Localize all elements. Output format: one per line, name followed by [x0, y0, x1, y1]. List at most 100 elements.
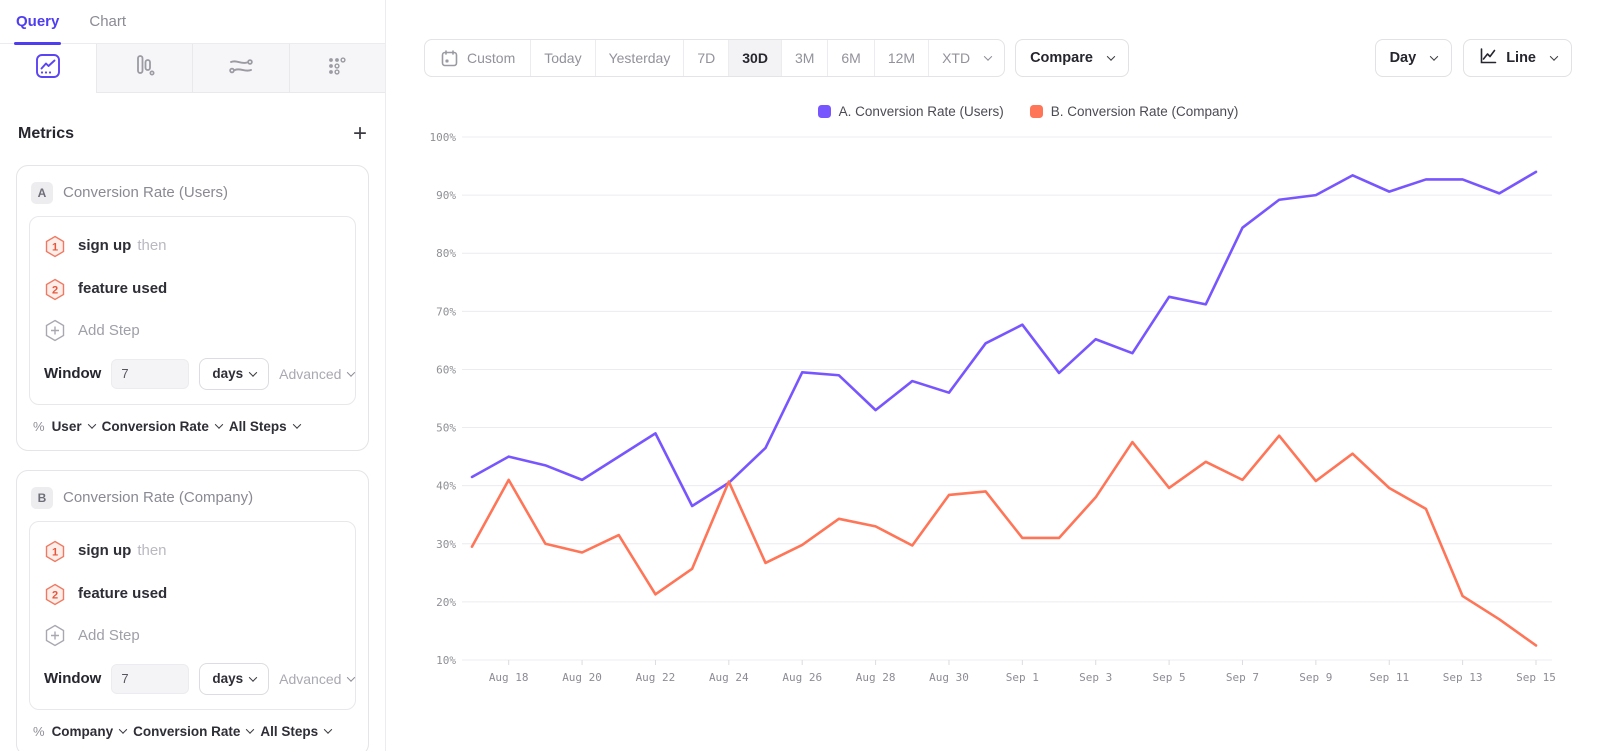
- chevron-down-icon: [248, 367, 258, 377]
- advanced-dropdown[interactable]: Advanced: [279, 366, 356, 382]
- svg-text:Aug 26: Aug 26: [782, 671, 822, 684]
- percent-icon: %: [33, 723, 45, 739]
- step-event-name: feature used: [78, 585, 168, 603]
- compare-button[interactable]: Compare: [1015, 39, 1129, 77]
- window-value-input[interactable]: [111, 358, 190, 389]
- line-chart-icon: [1478, 46, 1498, 70]
- chevron-down-icon: [214, 420, 224, 429]
- date-range-today[interactable]: Today: [530, 40, 594, 76]
- metric-card-a: A Conversion Rate (Users) 1 sign up then: [16, 164, 369, 451]
- legend-item[interactable]: A. Conversion Rate (Users): [817, 104, 1004, 119]
- date-range-xtd[interactable]: XTD: [928, 40, 1004, 76]
- date-range-yesterday[interactable]: Yesterday: [594, 40, 684, 76]
- svg-text:80%: 80%: [436, 247, 456, 260]
- step-row-2[interactable]: 2 feature used: [42, 577, 343, 620]
- step-event-name: feature used: [78, 280, 168, 298]
- add-step-label: Add Step: [78, 626, 140, 644]
- legend-item[interactable]: B. Conversion Rate (Company): [1029, 104, 1238, 119]
- step-number-hexagon: 1: [45, 235, 65, 257]
- svg-text:60%: 60%: [436, 363, 456, 376]
- sidebar-tabs: Query Chart: [0, 0, 385, 46]
- steps-scope-dropdown[interactable]: All Steps: [229, 419, 301, 434]
- step-row-1[interactable]: 1 sign up then: [42, 229, 343, 272]
- svg-text:2: 2: [52, 589, 58, 601]
- date-range-custom[interactable]: Custom: [425, 40, 530, 76]
- svg-text:Sep 15: Sep 15: [1516, 671, 1556, 684]
- advanced-dropdown[interactable]: Advanced: [279, 671, 356, 687]
- svg-text:20%: 20%: [436, 596, 456, 609]
- report-type-insights[interactable]: [0, 44, 96, 93]
- metric-card-b: B Conversion Rate (Company) 1 sign up the…: [16, 469, 369, 751]
- date-range-30d[interactable]: 30D: [728, 40, 781, 76]
- add-step-button[interactable]: Add Step: [42, 620, 343, 661]
- date-range-6m[interactable]: 6M: [827, 40, 873, 76]
- chevron-down-icon: [323, 725, 333, 734]
- report-type-retention[interactable]: [288, 44, 385, 93]
- svg-text:30%: 30%: [436, 538, 456, 551]
- date-range-7d[interactable]: 7D: [683, 40, 728, 76]
- step-number-hexagon: 1: [45, 540, 65, 562]
- svg-text:Sep 9: Sep 9: [1299, 671, 1332, 684]
- step-suffix: then: [137, 542, 167, 560]
- add-metric-button[interactable]: +: [352, 119, 367, 147]
- steps-scope-dropdown[interactable]: All Steps: [260, 724, 333, 739]
- step-event-name: sign up: [78, 542, 132, 560]
- svg-text:40%: 40%: [436, 480, 456, 493]
- entity-dropdown[interactable]: User: [52, 419, 96, 434]
- svg-text:Aug 24: Aug 24: [709, 671, 749, 684]
- chevron-down-icon: [347, 367, 356, 377]
- calendar-icon: [441, 49, 458, 66]
- chevron-down-icon: [246, 725, 255, 734]
- svg-text:Aug 20: Aug 20: [562, 671, 602, 684]
- tab-query[interactable]: Query: [13, 13, 62, 46]
- tab-chart[interactable]: Chart: [89, 13, 127, 31]
- step-number-hexagon: 2: [45, 583, 65, 605]
- chevron-down-icon: [87, 420, 96, 429]
- measure-dropdown[interactable]: Conversion Rate: [102, 419, 224, 434]
- svg-text:1: 1: [52, 241, 58, 253]
- step-row-2[interactable]: 2 feature used: [42, 272, 343, 315]
- metric-title[interactable]: Conversion Rate (Users): [63, 184, 229, 202]
- metrics-heading: Metrics: [18, 124, 75, 142]
- chevron-down-icon: [1429, 52, 1439, 61]
- chart-type-dropdown[interactable]: Line: [1463, 39, 1572, 77]
- metric-letter-badge: A: [31, 181, 53, 204]
- chevron-down-icon: [347, 672, 356, 682]
- date-range-12m[interactable]: 12M: [873, 40, 928, 76]
- date-range-3m[interactable]: 3M: [780, 40, 827, 76]
- chart-toolbar: Custom Today Yesterday 7D 30D 3M 6M 12M XTD Comp…: [424, 39, 1572, 77]
- chevron-down-icon: [118, 725, 128, 734]
- legend-label: A. Conversion Rate (Users): [838, 104, 1004, 119]
- main-area: Custom Today Yesterday 7D 30D 3M 6M 12M XTD Comp…: [386, 0, 1600, 751]
- query-sidebar: Query Chart: [0, 0, 386, 751]
- svg-text:Sep 11: Sep 11: [1369, 671, 1409, 684]
- svg-text:Aug 28: Aug 28: [856, 671, 896, 684]
- metric-letter-badge: B: [31, 486, 53, 509]
- window-unit-dropdown[interactable]: days: [199, 662, 270, 695]
- report-type-flows[interactable]: [192, 44, 289, 93]
- entity-dropdown[interactable]: Company: [52, 724, 128, 739]
- svg-text:Sep 1: Sep 1: [1006, 671, 1039, 684]
- add-step-hexagon-icon: [45, 319, 65, 341]
- step-row-1[interactable]: 1 sign up then: [42, 534, 343, 577]
- svg-text:50%: 50%: [436, 422, 456, 435]
- chevron-down-icon: [292, 420, 301, 429]
- measure-dropdown[interactable]: Conversion Rate: [133, 724, 255, 739]
- window-label: Window: [44, 365, 102, 383]
- legend-swatch: [817, 105, 831, 118]
- granularity-dropdown[interactable]: Day: [1374, 39, 1453, 77]
- report-type-funnels[interactable]: [95, 44, 192, 93]
- svg-text:1: 1: [52, 546, 58, 558]
- svg-text:70%: 70%: [436, 305, 456, 318]
- metric-title[interactable]: Conversion Rate (Company): [63, 489, 254, 507]
- step-suffix: then: [137, 237, 167, 255]
- window-unit-dropdown[interactable]: days: [199, 357, 270, 390]
- window-value-input[interactable]: [111, 663, 190, 694]
- add-step-button[interactable]: Add Step: [42, 315, 343, 356]
- chart-legend: A. Conversion Rate (Users) B. Conversion …: [484, 104, 1572, 119]
- chevron-down-icon: [983, 52, 993, 61]
- svg-text:100%: 100%: [430, 131, 457, 144]
- svg-text:Aug 30: Aug 30: [929, 671, 969, 684]
- svg-text:Aug 18: Aug 18: [489, 671, 529, 684]
